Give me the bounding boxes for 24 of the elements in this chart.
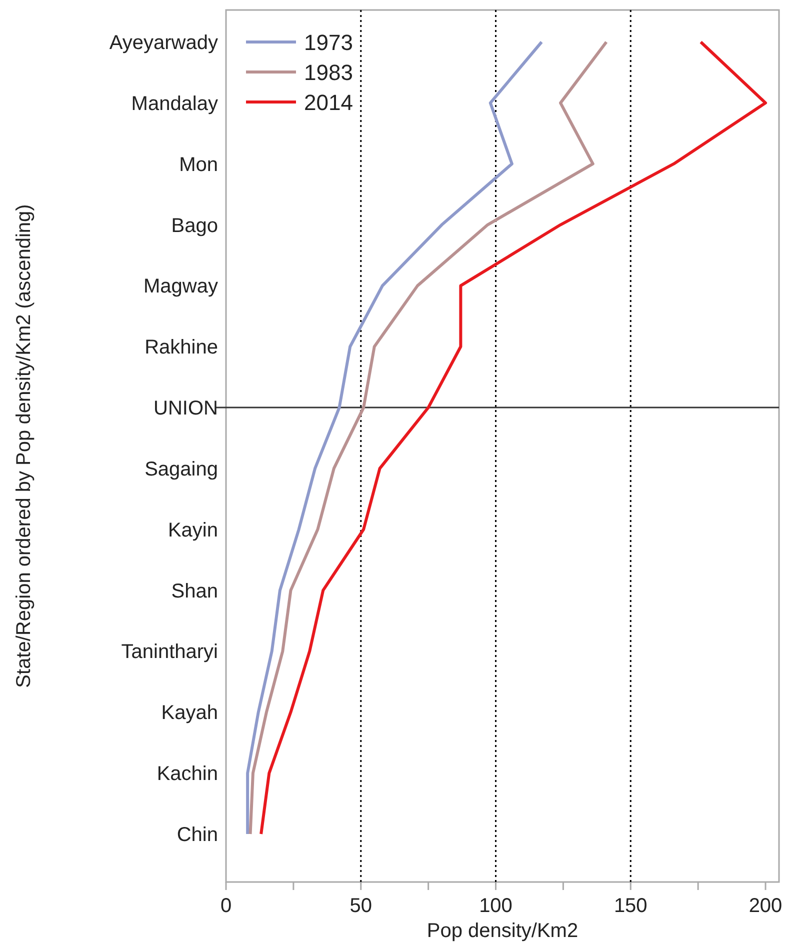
legend-label: 2014 xyxy=(304,90,353,115)
y-tick-label: Kayah xyxy=(161,702,218,724)
y-tick-label: Bago xyxy=(171,214,218,237)
x-tick-label: 0 xyxy=(220,895,232,917)
x-tick-label: 100 xyxy=(479,895,512,917)
y-tick-label: Kayin xyxy=(168,519,218,542)
x-tick-label: 150 xyxy=(614,895,648,917)
y-axis-title: State/Region ordered by Pop density/Km2 (ascending) xyxy=(13,204,35,688)
x-axis-title: Pop density/Km2 xyxy=(426,920,578,942)
legend-label: 1983 xyxy=(304,60,353,85)
x-tick-label: 50 xyxy=(350,895,372,917)
y-tick-label: Chin xyxy=(176,824,218,846)
y-tick-label: Mon xyxy=(179,154,218,176)
y-tick-label: Tanintharyi xyxy=(121,641,218,664)
legend-label: 1973 xyxy=(304,30,353,55)
y-tick-label: Ayeyarwady xyxy=(109,32,218,54)
y-tick-label: UNION xyxy=(154,398,218,420)
y-tick-label: Magway xyxy=(144,276,218,298)
y-tick-label: Shan xyxy=(171,580,218,602)
y-tick-label: Rakhine xyxy=(144,336,218,359)
y-tick-label: Kachin xyxy=(156,763,218,786)
x-tick-label: 200 xyxy=(748,895,782,917)
y-tick-label: Sagaing xyxy=(144,458,218,480)
y-tick-label: Mandalay xyxy=(131,92,218,115)
